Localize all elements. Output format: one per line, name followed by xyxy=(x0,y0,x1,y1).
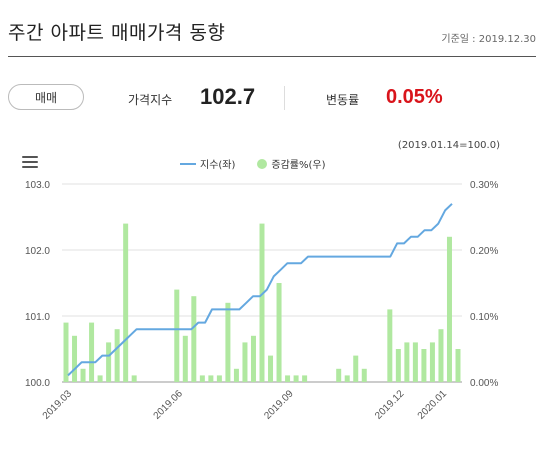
change-bar xyxy=(97,375,103,382)
y-left-tick-label: 101.0 xyxy=(25,312,50,323)
price-index-value: 102.7 xyxy=(200,84,256,109)
change-bar xyxy=(225,302,231,382)
hamburger-menu-icon[interactable] xyxy=(22,156,38,170)
base-date: 기준일 : 2019.12.30 xyxy=(441,34,536,45)
x-tick-label: 2019.12 xyxy=(373,388,407,422)
legend-change-label[interactable]: 증감률%(우) xyxy=(271,160,326,171)
change-bar xyxy=(131,375,137,382)
summary-divider xyxy=(284,86,285,110)
change-bar xyxy=(114,329,120,382)
change-bar xyxy=(336,368,342,382)
y-right-tick-label: 0.10% xyxy=(470,312,498,323)
change-bar xyxy=(302,375,308,382)
legend-bar-swatch xyxy=(257,158,268,169)
price-index-label: 가격지수 xyxy=(128,93,173,107)
change-bar xyxy=(191,296,197,382)
change-bar xyxy=(293,375,299,382)
change-bar xyxy=(395,349,401,382)
change-bar xyxy=(63,322,69,382)
change-bar xyxy=(268,355,274,382)
change-bar xyxy=(72,335,78,382)
y-right-tick-label: 0.30% xyxy=(470,180,498,191)
change-bar xyxy=(182,335,188,382)
page-title: 주간 아파트 매매가격 동향 xyxy=(8,22,226,44)
chart-baseline-note: (2019.01.14=100.0) xyxy=(397,140,500,151)
change-bar xyxy=(80,368,86,382)
change-bar xyxy=(421,349,427,382)
y-left-tick-label: 100.0 xyxy=(25,378,50,389)
change-bar xyxy=(446,236,452,382)
sale-tab-button[interactable]: 매매 xyxy=(8,84,84,110)
change-bar xyxy=(174,289,180,382)
header-divider xyxy=(8,56,536,57)
change-bar xyxy=(106,342,112,382)
chart-legend: 지수(좌) 증감률%(우) xyxy=(180,156,326,171)
change-bar xyxy=(404,342,410,382)
legend-index-label[interactable]: 지수(좌) xyxy=(200,160,236,171)
y-left-tick-label: 103.0 xyxy=(25,180,50,191)
change-bar xyxy=(216,375,222,382)
legend-line-swatch xyxy=(180,162,196,165)
change-bar xyxy=(429,342,435,382)
change-bar xyxy=(455,349,461,382)
change-bar xyxy=(285,375,291,382)
index-line xyxy=(67,203,453,377)
change-bar xyxy=(208,375,214,382)
x-tick-label: 2019.09 xyxy=(262,388,296,422)
y-right-tick-label: 0.20% xyxy=(470,246,498,257)
change-bar xyxy=(387,309,393,382)
change-bar xyxy=(250,335,256,382)
change-bar xyxy=(353,355,359,382)
change-bar xyxy=(233,368,239,382)
change-rate-value: 0.05% xyxy=(386,86,443,108)
x-tick-label: 2020.01 xyxy=(416,388,450,422)
x-tick-label: 2019.06 xyxy=(152,388,186,422)
change-bar xyxy=(412,342,418,382)
change-bar xyxy=(344,375,350,382)
y-left-tick-label: 102.0 xyxy=(25,246,50,257)
x-tick-label: 2019.03 xyxy=(41,388,75,422)
change-bar xyxy=(89,322,95,382)
change-bar xyxy=(276,283,282,382)
change-rate-label: 변동률 xyxy=(326,93,360,107)
change-bar xyxy=(438,329,444,382)
y-right-tick-label: 0.00% xyxy=(470,378,498,389)
change-bar xyxy=(242,342,248,382)
change-bar xyxy=(199,375,205,382)
change-bar xyxy=(259,223,265,382)
change-bar xyxy=(123,223,129,382)
change-bar xyxy=(361,368,367,382)
